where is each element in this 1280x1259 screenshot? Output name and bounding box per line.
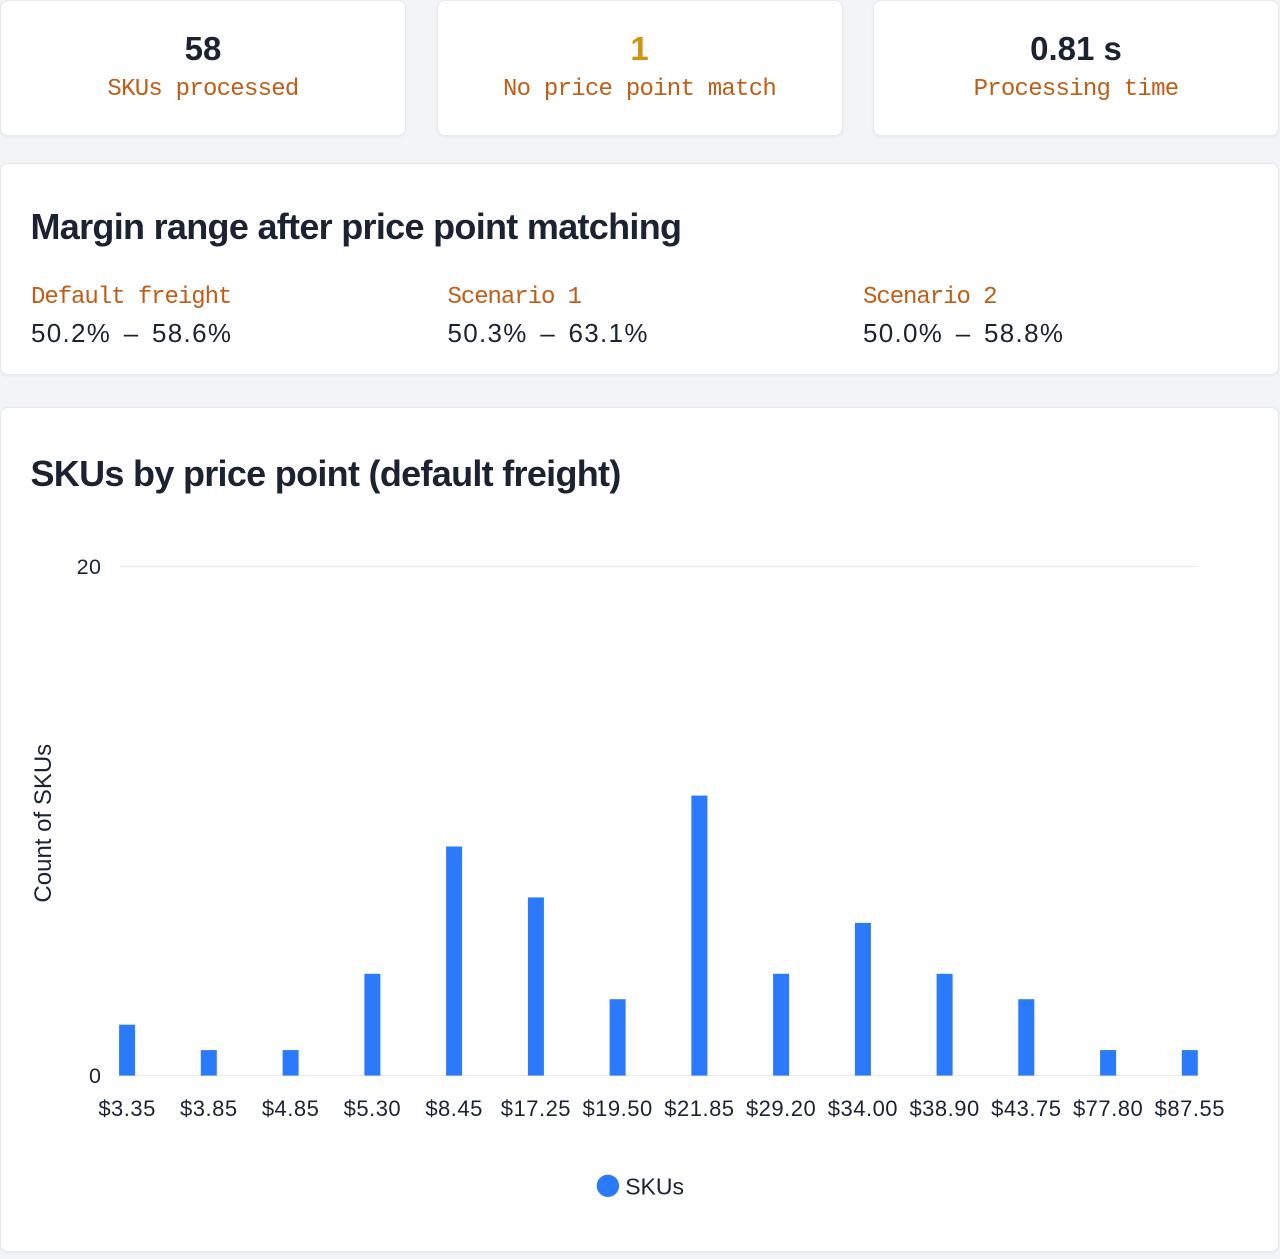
svg-text:$77.80: $77.80 [1073, 1096, 1143, 1121]
svg-text:Count of SKUs: Count of SKUs [30, 744, 57, 903]
svg-text:$43.75: $43.75 [991, 1096, 1061, 1121]
svg-text:$38.90: $38.90 [909, 1096, 979, 1121]
svg-text:$34.00: $34.00 [828, 1096, 898, 1121]
svg-text:$29.20: $29.20 [746, 1096, 816, 1121]
svg-text:0: 0 [89, 1064, 101, 1088]
svg-text:SKUs: SKUs [625, 1174, 684, 1200]
svg-text:$3.85: $3.85 [180, 1096, 238, 1121]
svg-text:$19.50: $19.50 [582, 1096, 652, 1121]
svg-text:$4.85: $4.85 [262, 1096, 320, 1121]
svg-text:$17.25: $17.25 [501, 1096, 571, 1121]
svg-text:20: 20 [77, 555, 102, 579]
svg-text:$8.45: $8.45 [425, 1096, 483, 1121]
svg-text:$5.30: $5.30 [344, 1096, 402, 1121]
svg-text:$3.35: $3.35 [98, 1096, 156, 1121]
svg-text:$21.85: $21.85 [664, 1096, 734, 1121]
svg-text:$87.55: $87.55 [1155, 1096, 1225, 1121]
